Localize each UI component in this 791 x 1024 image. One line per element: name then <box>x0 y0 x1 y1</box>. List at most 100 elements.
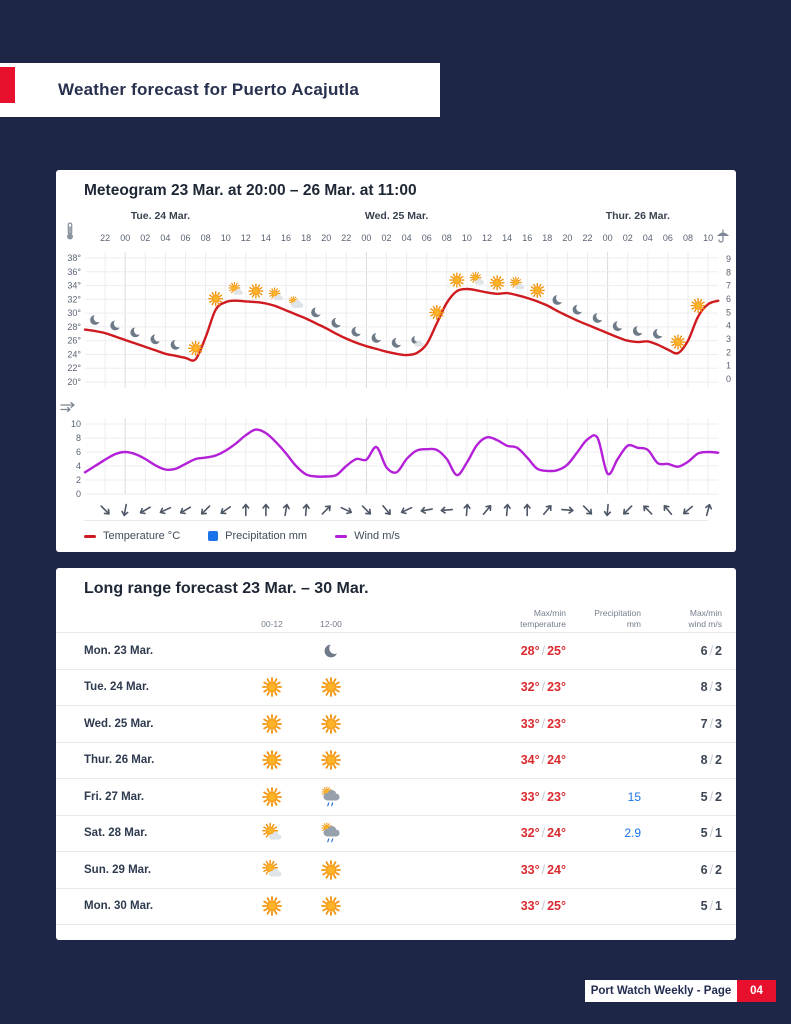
hour-label: 00 <box>361 233 371 243</box>
max-min-wind: 8/3 <box>700 680 722 695</box>
moon-icon <box>151 334 161 344</box>
day-label: Wed. 25 Mar. <box>365 210 428 222</box>
wind-direction-arrow <box>482 504 492 516</box>
sun-icon <box>489 275 505 291</box>
hour-label: 02 <box>381 233 391 243</box>
wind-direction-arrow <box>561 506 574 514</box>
footer-title: Port Watch Weekly - Page <box>585 980 737 1002</box>
wind-direction-arrow <box>503 503 511 517</box>
hour-label: 04 <box>402 233 412 243</box>
forecast-day: Thur. 26 Mar. <box>84 754 155 767</box>
moon-icon <box>613 321 623 331</box>
precip-axis-label: 0 <box>726 374 731 384</box>
wind-direction-arrow <box>321 505 331 515</box>
sun-icon <box>320 859 342 881</box>
precip-axis-label: 9 <box>726 254 731 264</box>
moon-icon <box>372 333 382 343</box>
forecast-day: Mon. 23 Mar. <box>84 644 154 657</box>
moon-icon <box>352 327 362 337</box>
max-min-wind: 5/1 <box>700 899 722 914</box>
precipitation-value: 2.9 <box>624 826 641 841</box>
max-min-temperature: 32°/23° <box>520 680 566 695</box>
sun-cloud-icon <box>269 288 283 300</box>
wind-direction-arrow <box>100 505 110 515</box>
hour-label: 00 <box>603 233 613 243</box>
legend-swatch <box>208 531 219 541</box>
forecast-day: Fri. 27 Mar. <box>84 790 145 803</box>
legend-item: Temperature °C <box>84 530 180 542</box>
legend-label: Precipitation mm <box>225 530 308 542</box>
meteogram-card: Meteogram 23 Mar. at 20:00 – 26 Mar. at … <box>56 170 736 552</box>
max-min-temperature: 28°/25° <box>520 643 566 658</box>
forecast-row: Tue. 24 Mar. 32°/23° 8/3 <box>56 668 736 706</box>
precip-axis-label: 3 <box>726 334 731 344</box>
legend-item: Precipitation mm <box>208 530 307 542</box>
forecast-day: Mon. 30 Mar. <box>84 900 154 913</box>
wind-axis-label: 0 <box>76 489 81 499</box>
legend-swatch <box>335 534 348 538</box>
moon-icon <box>331 318 341 328</box>
column-header-00-12: 00-12 <box>261 618 283 629</box>
hour-label: 14 <box>261 233 271 243</box>
hour-label: 06 <box>422 233 432 243</box>
forecast-day: Tue. 24 Mar. <box>84 681 149 694</box>
sun-icon <box>320 676 342 698</box>
sun-cloud-icon <box>261 859 283 881</box>
hour-label: 10 <box>703 233 713 243</box>
column-header-temperature: Max/min temperature <box>520 607 566 629</box>
wind-direction-arrow <box>382 504 391 516</box>
day-label: Tue. 24 Mar. <box>131 210 190 222</box>
temp-axis-label: 20° <box>67 377 81 387</box>
max-min-wind: 6/2 <box>700 862 722 877</box>
max-min-temperature: 33°/23° <box>520 789 566 804</box>
legend-item: Wind m/s <box>335 530 400 542</box>
wind-icon <box>60 401 75 413</box>
wind-direction-arrow <box>440 506 454 514</box>
forecast-row: Mon. 30 Mar. 33°/25° 5/1 <box>56 887 736 925</box>
max-min-temperature: 32°/24° <box>520 826 566 841</box>
hour-label: 18 <box>301 233 311 243</box>
max-min-temperature: 33°/23° <box>520 716 566 731</box>
wind-axis-label: 4 <box>76 461 81 471</box>
header-band <box>0 63 440 117</box>
wind-axis-label: 10 <box>71 419 81 429</box>
wind-direction-arrow <box>603 503 612 517</box>
wind-direction-arrow <box>340 506 353 515</box>
hour-label: 14 <box>502 233 512 243</box>
wind-direction-arrow <box>523 503 531 517</box>
wind-direction-arrow <box>420 506 433 514</box>
hour-label: 10 <box>221 233 231 243</box>
hour-label: 18 <box>542 233 552 243</box>
forecast-day: Sat. 28 Mar. <box>84 827 148 840</box>
forecast-row: Sat. 28 Mar. 32°/24° 2.9 5/1 <box>56 814 736 852</box>
temp-axis-label: 32° <box>67 294 81 304</box>
temp-axis-label: 34° <box>67 281 81 291</box>
temp-axis-label: 28° <box>67 322 81 332</box>
wind-direction-arrow <box>220 506 232 515</box>
hour-label: 12 <box>482 233 492 243</box>
thermometer-icon <box>67 222 73 240</box>
temperature-line <box>83 287 720 362</box>
cloud-sun-icon <box>289 296 303 307</box>
max-min-wind: 6/2 <box>700 643 722 658</box>
wind-axis-label: 6 <box>76 447 81 457</box>
max-min-wind: 5/1 <box>700 826 722 841</box>
wind-direction-arrow <box>282 503 290 517</box>
wind-direction-arrow <box>121 503 129 517</box>
umbrella-icon <box>717 229 729 243</box>
moon-icon <box>392 338 402 348</box>
precip-axis-label: 8 <box>726 267 731 277</box>
precip-axis-label: 6 <box>726 294 731 304</box>
hour-label: 20 <box>321 233 331 243</box>
precip-axis-label: 2 <box>726 347 731 357</box>
legend-label: Temperature °C <box>103 530 181 542</box>
column-header-12-00: 12-00 <box>320 618 342 629</box>
sun-icon <box>449 272 465 288</box>
temp-axis-label: 26° <box>67 336 81 346</box>
hour-label: 04 <box>643 233 653 243</box>
legend-label: Wind m/s <box>354 530 400 542</box>
moon-icon <box>90 315 100 325</box>
moon-icon <box>633 326 643 336</box>
temp-axis-label: 22° <box>67 363 81 373</box>
forecast-row: Sun. 29 Mar. 33°/24° 6/2 <box>56 851 736 888</box>
